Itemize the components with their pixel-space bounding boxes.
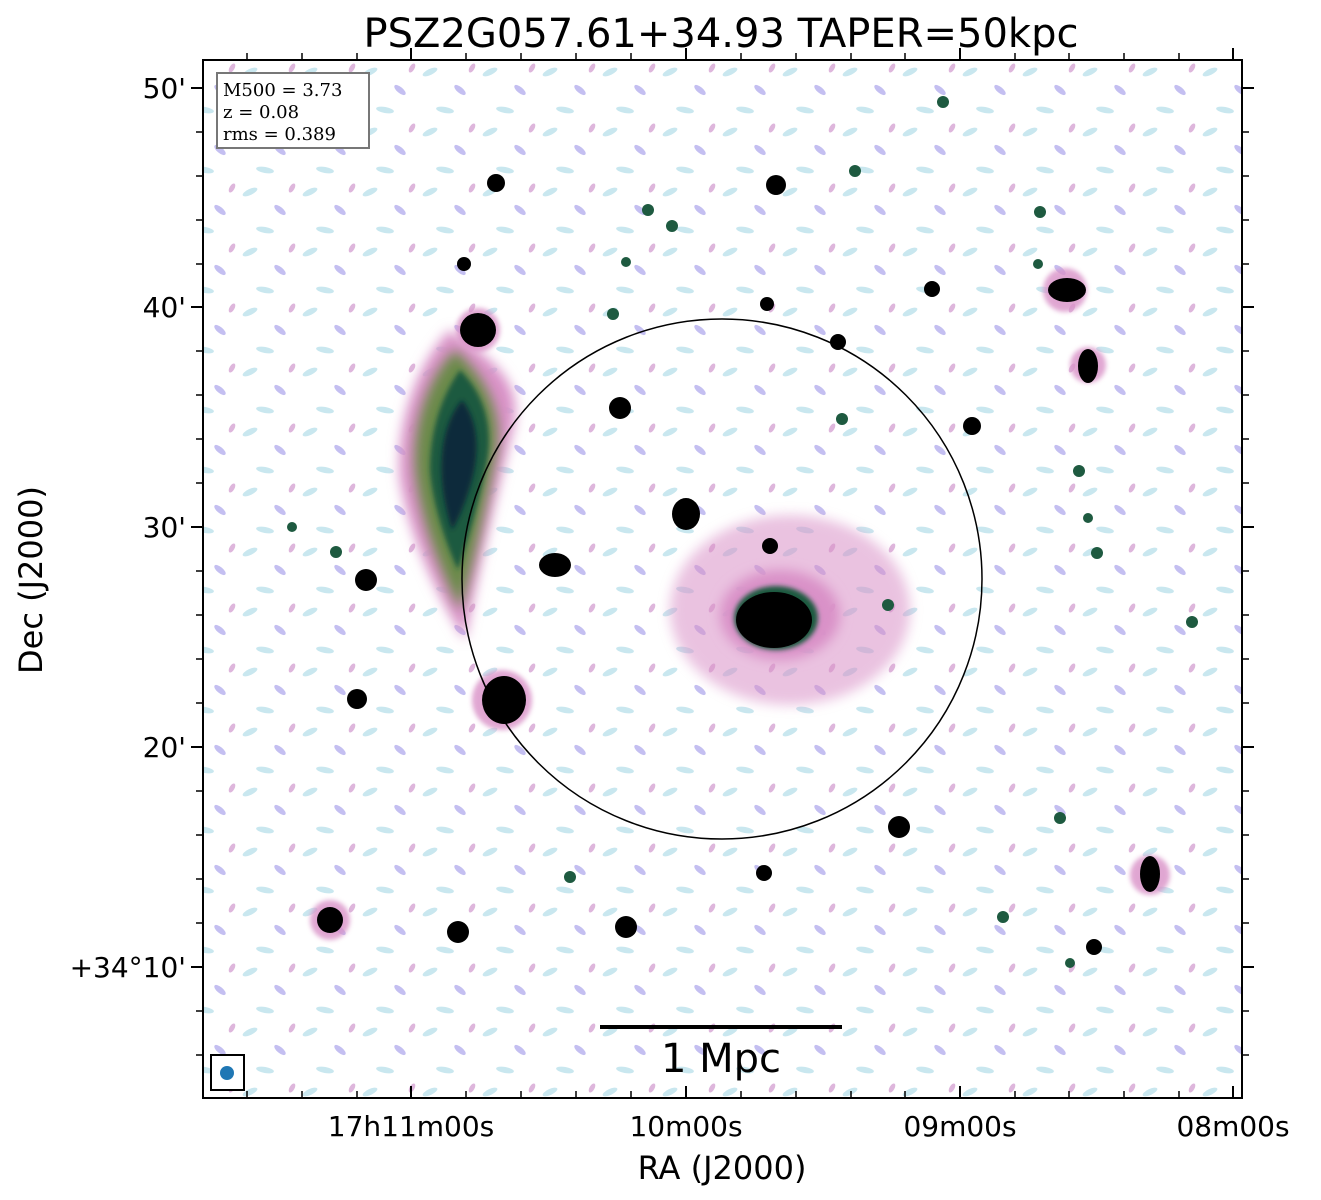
x-tick-label: 08m00s (1176, 1110, 1289, 1143)
central-halo (670, 515, 910, 705)
y-tick-label: +34°10' (70, 951, 186, 984)
x-tick-label: 17h11m00s (328, 1110, 495, 1143)
info-rms: rms = 0.389 (223, 124, 336, 145)
axis-minor-ticks (196, 53, 1249, 1098)
x-axis-label: RA (J2000) (638, 1149, 807, 1187)
y-axis-label: Dec (J2000) (12, 486, 50, 674)
info-box: M500 = 3.73 z = 0.08 rms = 0.389 (216, 72, 370, 149)
y-tick-label: 40' (143, 291, 186, 324)
figure-title: PSZ2G057.61+34.93 TAPER=50kpc (364, 11, 1079, 57)
radio-image (203, 60, 1242, 1098)
y-tick-label: 30' (143, 511, 186, 544)
beam-ellipse (220, 1066, 234, 1080)
r500-circle (461, 318, 983, 840)
scale-bar: 1 Mpc (600, 1025, 842, 1082)
plot-frame (202, 59, 1243, 1099)
info-mass: M500 = 3.73 (223, 80, 342, 101)
diffuse-relic (399, 330, 516, 640)
beam-indicator (210, 1054, 245, 1091)
info-redshift: z = 0.08 (223, 102, 299, 123)
y-tick-label: 20' (143, 731, 186, 764)
x-tick-label: 10m00s (629, 1110, 742, 1143)
scale-bar-label: 1 Mpc (661, 1036, 781, 1082)
compact-sources (287, 96, 1198, 968)
axis-ticks (191, 48, 1254, 1098)
x-tick-label: 09m00s (903, 1110, 1016, 1143)
y-tick-label: 50' (143, 72, 186, 105)
